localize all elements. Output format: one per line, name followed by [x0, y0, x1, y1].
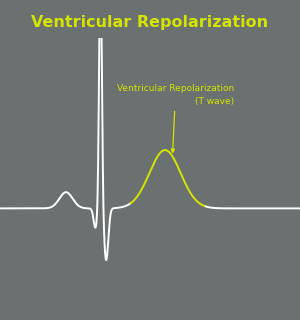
Title: Ventricular Repolarization: Ventricular Repolarization	[32, 15, 268, 30]
Text: Ventricular Repolarization
(T wave): Ventricular Repolarization (T wave)	[117, 84, 234, 152]
